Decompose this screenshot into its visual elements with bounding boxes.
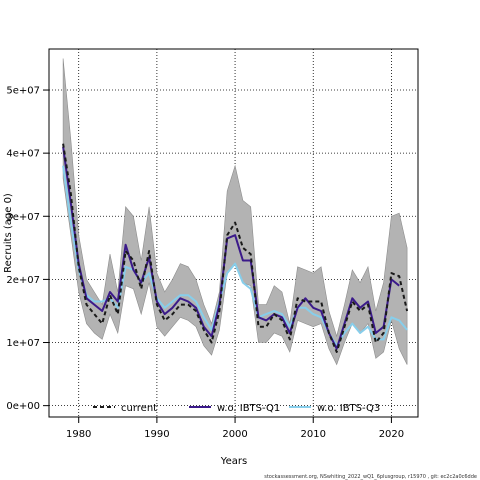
y-tick-label: 4e+07 <box>6 149 40 160</box>
series-line-w-o-ibts-q3 <box>62 165 408 347</box>
y-tick-label: 0e+00 <box>6 401 40 412</box>
confidence-band-area <box>62 58 408 366</box>
x-tick-label: 2010 <box>301 429 326 440</box>
series-lines <box>62 143 409 353</box>
x-tick-label: 1990 <box>144 429 169 440</box>
legend: current w.o. IBTS-Q1 w.o. IBTS-Q3 <box>93 403 380 414</box>
x-axis: 1980 1990 2000 2010 2020 <box>66 417 404 440</box>
legend-label-w-o-ibts-q3: w.o. IBTS-Q3 <box>317 403 380 414</box>
plot-frame <box>48 48 419 418</box>
confidence-band <box>62 58 408 366</box>
y-tick-label: 5e+07 <box>6 86 40 97</box>
y-axis-title: Recruits (age 0) <box>3 193 14 273</box>
y-axis: 0e+00 1e+07 2e+07 3e+07 4e+07 5e+07 <box>6 86 49 412</box>
x-tick-label: 1980 <box>66 429 91 440</box>
x-axis-title: Years <box>220 456 247 467</box>
x-tick-label: 2000 <box>222 429 247 440</box>
y-tick-label: 2e+07 <box>6 275 40 286</box>
legend-label-current: current <box>121 403 157 414</box>
series-line-current <box>62 143 409 353</box>
footer-text: stockassessment.org, NSwhiting_2022_wQ1_… <box>264 474 477 480</box>
x-tick-label: 2020 <box>379 429 404 440</box>
legend-label-w-o-ibts-q1: w.o. IBTS-Q1 <box>217 403 280 414</box>
series-line-w-o-ibts-q1 <box>62 146 400 350</box>
y-tick-label: 1e+07 <box>6 338 40 349</box>
y-tick-label: 3e+07 <box>6 212 40 223</box>
